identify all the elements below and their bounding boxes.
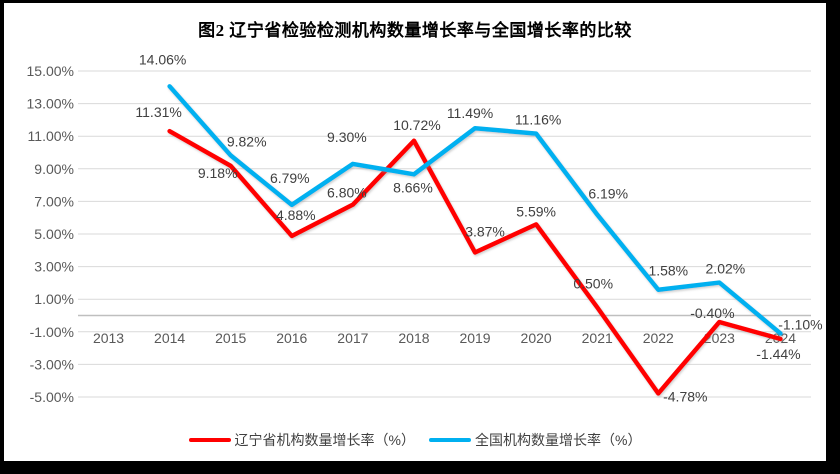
x-axis-tick-label: 2022: [643, 330, 674, 346]
liaoning-data-label: 10.72%: [393, 117, 440, 133]
x-axis-tick-label: 2016: [276, 330, 307, 346]
x-axis-tick-label: 2019: [459, 330, 490, 346]
y-axis-tick-label: 11.00%: [28, 128, 74, 144]
y-axis-tick-label: -5.00%: [30, 389, 74, 405]
liaoning-data-label: 9.18%: [198, 165, 238, 181]
national-data-label: 11.16%: [515, 112, 561, 128]
liaoning-data-label: 0.50%: [573, 275, 613, 291]
national-series-swatch: [429, 437, 471, 443]
liaoning-series-swatch: [188, 437, 231, 443]
x-axis-tick-label: 2014: [154, 330, 185, 346]
chart-canvas: 图2 辽宁省检验检测机构数量增长率与全国增长率的比较 15.00% 13.00% 1…: [4, 3, 826, 461]
liaoning-data-label: 3.87%: [465, 223, 505, 239]
legend-item-liaoning: 辽宁省机构数量增长率（%）: [188, 430, 415, 450]
legend-label-liaoning: 辽宁省机构数量增长率（%）: [234, 432, 415, 448]
liaoning-data-label: 6.80%: [327, 185, 367, 201]
y-axis-tick-label: 3.00%: [34, 259, 74, 275]
x-axis-tick-label: 2015: [215, 330, 246, 346]
national-data-label: 11.49%: [447, 105, 493, 121]
x-axis-tick-label: 2020: [521, 330, 552, 346]
y-axis-tick-label: -1.00%: [30, 324, 74, 340]
line-chart: 15.00% 13.00% 11.00% 9.00% 7.00% 5.00% 3.00% 1.…: [27, 51, 823, 405]
national-data-label: 8.66%: [393, 179, 433, 195]
x-axis-tick-label: 2017: [337, 330, 368, 346]
legend-label-national: 全国机构数量增长率（%）: [475, 432, 642, 448]
x-axis-tick-label: 2013: [93, 330, 124, 346]
liaoning-data-label: -1.44%: [756, 346, 800, 362]
y-axis-tick-label: -3.00%: [30, 356, 74, 372]
liaoning-data-label: -0.40%: [690, 305, 734, 321]
national-data-label: 9.82%: [227, 133, 267, 149]
liaoning-data-label: 4.88%: [276, 207, 316, 223]
y-axis-tick-label: 15.00%: [27, 63, 74, 79]
national-series-line: [167, 84, 783, 336]
national-data-label: 2.02%: [706, 261, 746, 277]
national-data-label: 14.06%: [139, 51, 186, 67]
national-data-label: -1.10%: [778, 316, 822, 332]
national-data-label: 1.58%: [648, 263, 688, 279]
x-axis-tick-label: 2018: [398, 330, 429, 346]
y-axis-tick-label: 5.00%: [34, 226, 74, 242]
liaoning-data-label: 5.59%: [516, 203, 556, 219]
y-axis-tick-label: 13.00%: [27, 96, 74, 112]
liaoning-data-label: 11.31%: [135, 104, 181, 120]
y-axis-tick-label: 7.00%: [34, 193, 74, 209]
y-axis-tick-label: 1.00%: [34, 291, 74, 307]
y-axis-tick-label: 9.00%: [34, 161, 74, 177]
national-data-label: 9.30%: [327, 129, 367, 145]
x-axis-tick-label: 2021: [582, 330, 613, 346]
legend: 辽宁省机构数量增长率（%） 全国机构数量增长率（%）: [4, 430, 826, 450]
liaoning-series-line: [167, 128, 783, 396]
liaoning-data-label: -4.78%: [663, 388, 707, 404]
chart-title: 图2 辽宁省检验检测机构数量增长率与全国增长率的比较: [198, 21, 632, 40]
national-data-label: 6.19%: [588, 186, 628, 202]
national-data-label: 6.79%: [270, 170, 310, 186]
legend-item-national: 全国机构数量增长率（%）: [429, 430, 641, 450]
